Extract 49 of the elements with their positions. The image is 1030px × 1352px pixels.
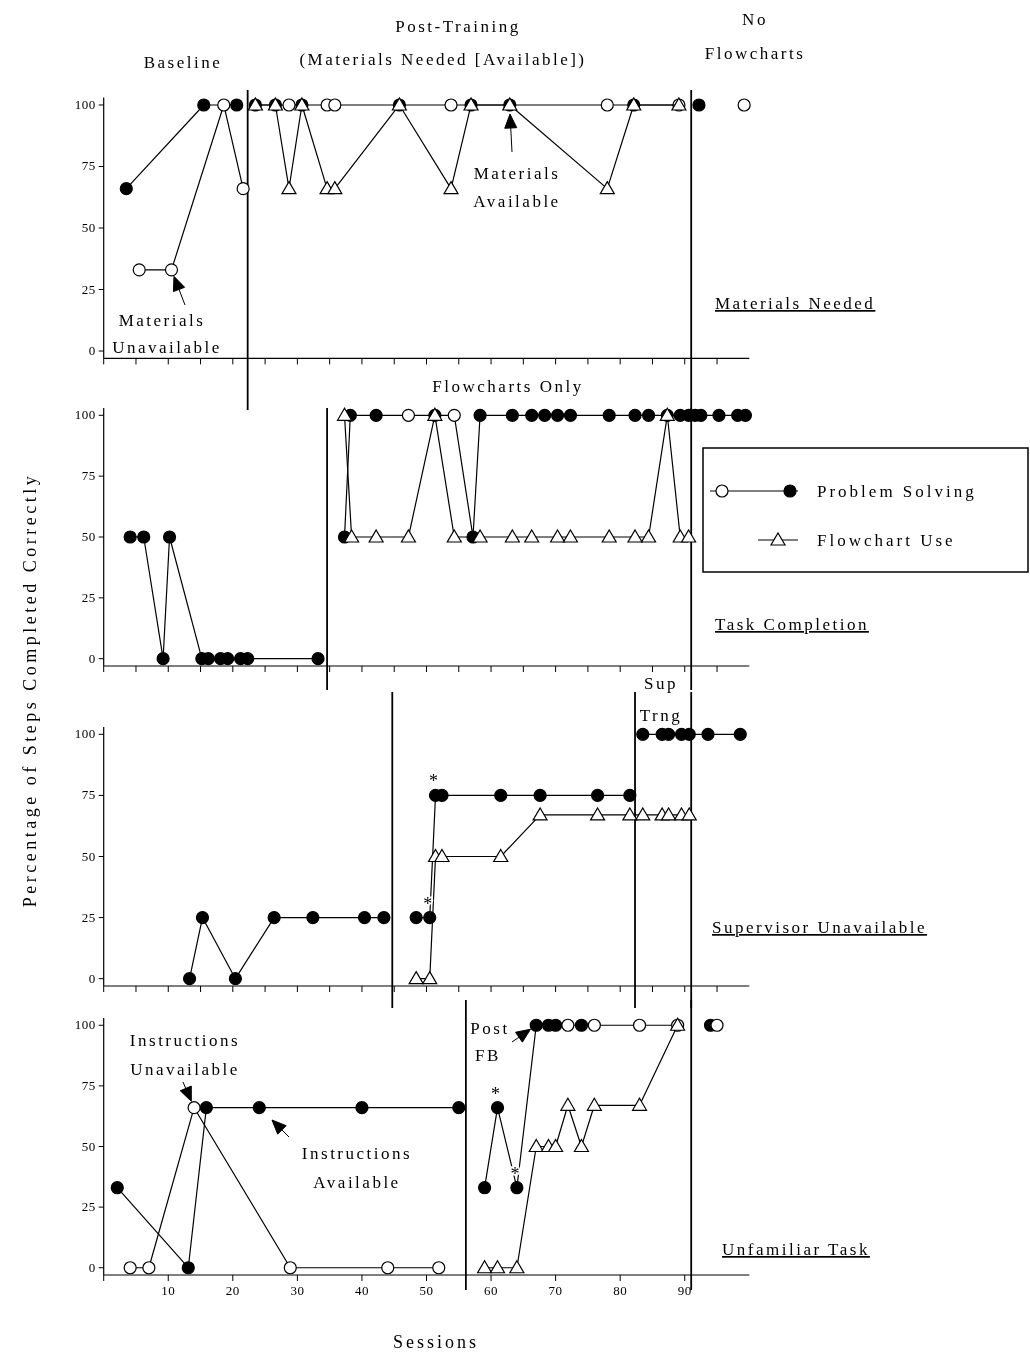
y-tick-label: 75	[81, 1077, 96, 1093]
y-tick-label: 75	[81, 787, 96, 803]
y-tick-label: 100	[74, 96, 96, 112]
annotation: *	[491, 1083, 501, 1104]
annotation: Materials Unavailable	[112, 311, 222, 357]
text: No Flowcharts	[704, 10, 806, 63]
text: Sup Trng	[639, 674, 683, 725]
y-tick-label: 100	[74, 726, 96, 742]
y-tick-label: 100	[74, 1017, 96, 1033]
y-tick-label: 0	[88, 1259, 96, 1275]
y-tick-label: 75	[81, 468, 96, 484]
legend-label: Flowchart Use	[817, 531, 956, 550]
x-tick-label: 80	[613, 1283, 628, 1298]
annotation: Instructions Available	[301, 1144, 413, 1192]
y-tick-label: 0	[88, 343, 96, 359]
x-tick-label: 90	[677, 1283, 692, 1298]
y-tick-label: 50	[81, 848, 96, 864]
text: Supervisor Unavailable	[712, 918, 928, 937]
text: Unfamiliar Task	[722, 1240, 870, 1259]
annotation: Instructions Unavailable	[129, 1031, 241, 1079]
x-tick-label: 50	[419, 1283, 434, 1298]
text: Flowcharts Only	[432, 377, 584, 396]
y-tick-label: 100	[74, 407, 96, 423]
x-tick-label: 10	[161, 1283, 176, 1298]
text: Task Completion	[715, 615, 869, 634]
annotation: Materials Available	[473, 164, 561, 211]
x-tick-label: 60	[484, 1283, 499, 1298]
y-tick-label: 50	[81, 1138, 96, 1154]
text: Baseline	[143, 53, 223, 72]
y-axis-title: Percentage of Steps Completed Correctly	[20, 472, 40, 908]
y-tick-label: 50	[81, 529, 96, 544]
y-tick-label: 25	[81, 281, 96, 297]
x-tick-label: 20	[225, 1283, 240, 1298]
y-tick-label: 50	[81, 220, 96, 235]
y-tick-label: 25	[81, 1199, 96, 1215]
y-tick-label: 75	[81, 158, 96, 174]
legend-label: Problem Solving	[817, 482, 977, 501]
y-tick-label: 0	[88, 650, 96, 666]
text: Materials Needed	[715, 294, 876, 313]
x-tick-label: 40	[354, 1283, 369, 1298]
y-tick-label: 25	[81, 909, 96, 925]
annotation: Post FB	[470, 1019, 510, 1065]
x-tick-label: 30	[290, 1283, 305, 1298]
annotation: *	[429, 771, 439, 792]
x-axis-title: Sessions	[392, 1332, 480, 1352]
text: Post-Training (Materials Needed [Available])	[299, 17, 587, 69]
y-tick-label: 25	[81, 589, 96, 605]
x-tick-label: 70	[548, 1283, 563, 1298]
y-tick-label: 0	[88, 970, 96, 986]
